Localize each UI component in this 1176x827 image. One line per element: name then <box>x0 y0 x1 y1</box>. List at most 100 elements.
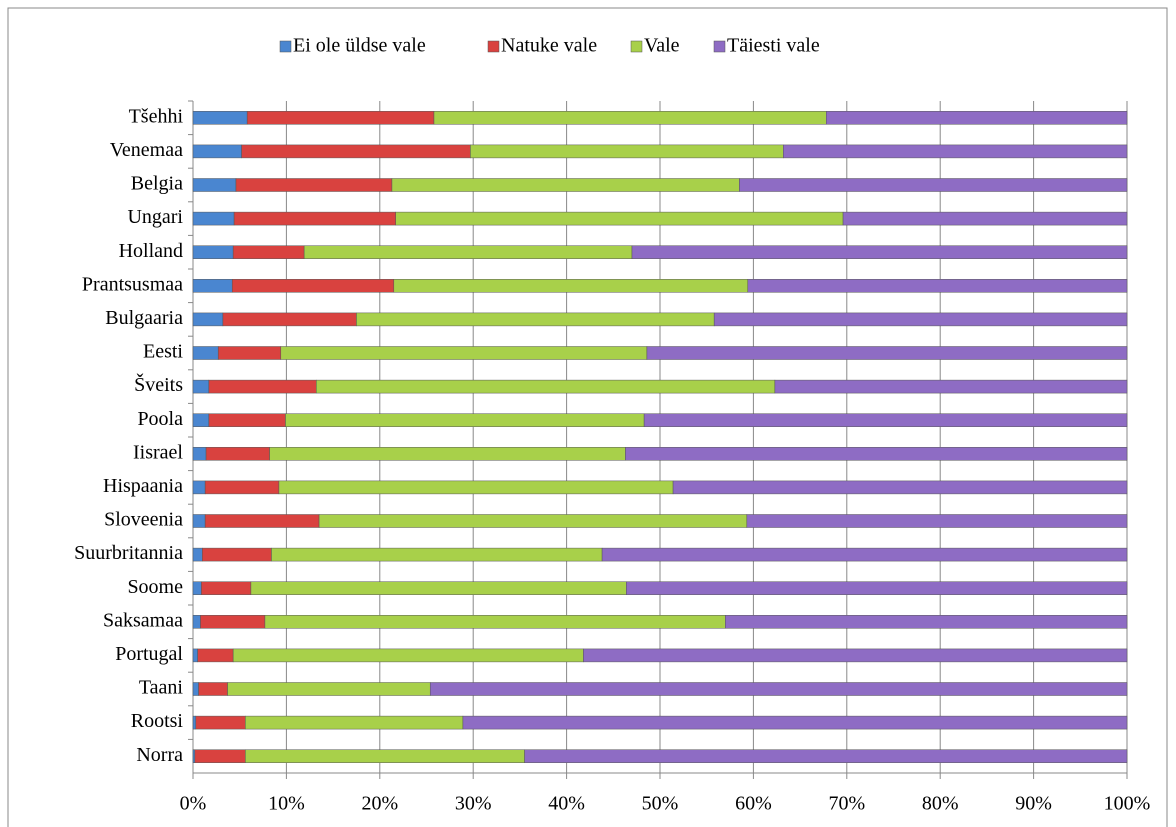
bar-segment <box>232 648 584 663</box>
x-tick-label: 100% <box>1104 793 1151 815</box>
y-tick-label: Šveits <box>134 372 183 396</box>
legend-swatch <box>487 40 500 53</box>
bar-segment <box>192 480 206 495</box>
bar-segment <box>192 682 199 696</box>
bar-segment <box>316 379 776 394</box>
bar-segment <box>280 346 648 360</box>
bar-segment <box>278 480 674 495</box>
y-tick-label: Bulgaaria <box>105 307 183 329</box>
bar-segment <box>192 581 202 595</box>
bar-segment <box>192 447 207 461</box>
bar-segment <box>201 581 252 595</box>
bar-segment <box>356 312 715 327</box>
bar-segment <box>747 279 1128 293</box>
bar-segment <box>746 514 1128 528</box>
bar-segment <box>192 648 198 663</box>
legend-swatch <box>630 40 643 53</box>
bar-segment <box>192 178 237 192</box>
bar-segment <box>774 379 1128 394</box>
bar-segment <box>192 547 203 562</box>
y-tick-label: Rootsi <box>131 710 184 732</box>
bar-segment <box>205 447 270 461</box>
x-tick-label: 50% <box>642 793 679 815</box>
y-tick-label: Holland <box>119 240 183 262</box>
legend-swatch <box>713 40 726 53</box>
bar-segment <box>643 413 1128 427</box>
y-tick-label: Saksamaa <box>103 609 183 631</box>
bar-segment <box>264 615 726 629</box>
bar-segment <box>192 144 242 159</box>
bar-segment <box>672 480 1128 495</box>
y-tick-label: Poola <box>137 408 183 430</box>
bar-segment <box>194 749 246 763</box>
bar-segment <box>231 279 395 293</box>
bar-segment <box>192 615 201 629</box>
legend-label: Täiesti vale <box>727 35 820 57</box>
bar-segment <box>235 178 393 192</box>
x-tick-label: 90% <box>1015 793 1052 815</box>
bar-segment <box>391 178 740 192</box>
y-tick-label: Iisrael <box>133 441 183 463</box>
bar-segment <box>245 749 525 763</box>
bar-segment <box>646 346 1128 360</box>
y-tick-label: Prantsusmaa <box>82 273 183 295</box>
bar-segment <box>393 279 749 293</box>
y-tick-label: Suurbritannia <box>74 542 183 564</box>
y-tick-label: Portugal <box>115 643 183 665</box>
bar-segment <box>246 111 435 125</box>
bar-segment <box>783 144 1128 159</box>
bar-segment <box>739 178 1128 192</box>
y-tick-label: Ungari <box>127 206 183 228</box>
bar-segment <box>462 715 1128 730</box>
bar-segment <box>241 144 471 159</box>
bar-segment <box>227 682 431 696</box>
bar-segment <box>271 547 603 562</box>
bar-segment <box>195 715 246 730</box>
bar-segment <box>217 346 282 360</box>
bar-segment <box>626 581 1128 595</box>
bar-segment <box>192 413 210 427</box>
x-tick-label: 40% <box>548 793 585 815</box>
x-tick-label: 0% <box>180 793 207 815</box>
bar-segment <box>204 514 320 528</box>
bar-segment <box>433 111 827 125</box>
y-tick-label: Eesti <box>143 341 183 363</box>
x-tick-label: 10% <box>268 793 305 815</box>
bar-segment <box>470 144 784 159</box>
bar-segment <box>208 379 317 394</box>
bar-segment <box>725 615 1128 629</box>
y-tick-label: Norra <box>136 744 183 766</box>
bar-segment <box>192 514 206 528</box>
bar-segment <box>842 211 1128 226</box>
bar-segment <box>318 514 748 528</box>
y-tick-label: Taani <box>139 677 184 699</box>
bar-segment <box>631 245 1128 259</box>
legend-swatch <box>279 40 292 53</box>
legend-label: Ei ole üldse vale <box>293 35 426 57</box>
y-tick-label: Venemaa <box>110 139 183 161</box>
bar-segment <box>625 447 1128 461</box>
bar-segment <box>192 379 210 394</box>
bar-segment <box>395 211 844 226</box>
bar-segment <box>197 648 234 663</box>
bar-segment <box>208 413 286 427</box>
y-tick-label: Belgia <box>131 173 183 195</box>
bar-segment <box>192 749 196 763</box>
x-tick-label: 80% <box>922 793 959 815</box>
x-tick-label: 20% <box>361 793 398 815</box>
bar-segment <box>713 312 1128 327</box>
bar-segment <box>198 682 228 696</box>
bar-segment <box>601 547 1128 562</box>
x-tick-label: 30% <box>455 793 492 815</box>
bar-segment <box>192 346 219 360</box>
legend-label: Natuke vale <box>501 35 597 57</box>
y-tick-label: Hispaania <box>103 475 183 497</box>
bar-segment <box>233 211 396 226</box>
bar-segment <box>303 245 633 259</box>
bar-segment <box>192 245 234 259</box>
x-tick-label: 70% <box>828 793 865 815</box>
bar-segment <box>524 749 1128 763</box>
bar-segment <box>192 279 233 293</box>
bar-segment <box>204 480 280 495</box>
bar-segment <box>250 581 627 595</box>
